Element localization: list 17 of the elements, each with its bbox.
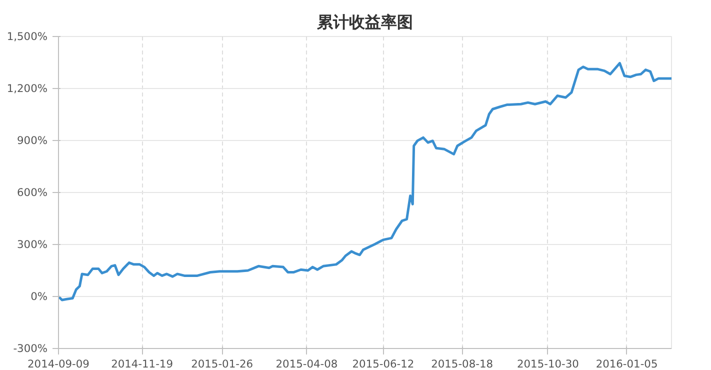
x-tick-label: 2015-10-30 <box>516 358 580 370</box>
chart-title: 累计收益率图 <box>316 12 413 32</box>
x-tick-label: 2014-11-19 <box>111 358 174 370</box>
y-tick-label: -300% <box>13 342 48 355</box>
x-tick-label: 2015-06-12 <box>352 358 414 370</box>
line-series <box>58 62 672 302</box>
y-tick-label: 600% <box>17 186 48 199</box>
y-tick-label: 300% <box>17 238 48 251</box>
y-tick-label: 1,200% <box>6 82 48 95</box>
x-tick-label: 2014-09-09 <box>28 358 90 370</box>
y-tick-label: 900% <box>17 134 48 147</box>
x-tick-label: 2016-01-05 <box>596 358 658 370</box>
x-tick-label: 2015-04-08 <box>276 358 338 370</box>
y-tick-label: 0% <box>30 290 48 303</box>
x-tick-label: 2015-08-18 <box>431 358 494 370</box>
x-tick-label: 2015-01-26 <box>191 358 254 370</box>
y-tick-label: 1,500% <box>6 30 48 43</box>
